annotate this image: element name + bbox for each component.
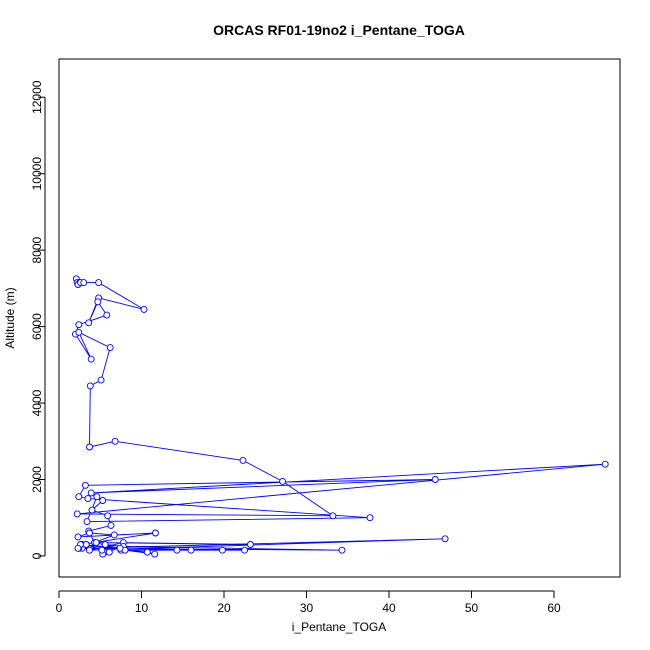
data-point (143, 548, 151, 556)
data-point (98, 546, 106, 554)
data-point (329, 512, 337, 520)
data-point (111, 437, 119, 445)
data-point (88, 506, 96, 514)
series-line (75, 278, 606, 555)
data-point (151, 550, 159, 558)
data-point (75, 328, 83, 336)
data-point (85, 319, 93, 327)
x-tick-label: 20 (217, 601, 231, 615)
data-point (173, 546, 181, 554)
data-point (187, 546, 195, 554)
data-point (75, 321, 83, 329)
data-point (116, 544, 124, 552)
x-tick-label: 60 (547, 601, 561, 615)
data-point (82, 541, 90, 548)
y-tick-label: 2000 (30, 466, 44, 493)
data-point (106, 344, 114, 352)
data-point (99, 497, 107, 504)
plot-area (72, 275, 609, 558)
data-point (87, 489, 95, 497)
data-point (86, 546, 93, 554)
x-tick-label: 0 (56, 601, 63, 615)
data-point (80, 279, 88, 287)
data-point (338, 546, 346, 554)
y-axis-label: Altitude (m) (3, 287, 17, 348)
data-point (86, 382, 94, 390)
data-point (246, 541, 254, 548)
data-point (107, 521, 115, 529)
data-point (74, 533, 82, 541)
y-tick-label: 6000 (30, 313, 44, 340)
y-tick-label: 4000 (30, 389, 44, 416)
y-tick-label: 10000 (30, 157, 44, 191)
x-tick-label: 10 (135, 601, 149, 615)
x-axis-label: i_Pentane_TOGA (292, 620, 387, 634)
data-point (441, 535, 449, 543)
x-tick-label: 30 (300, 601, 314, 615)
data-point (73, 510, 81, 518)
data-point (74, 544, 82, 552)
data-point (218, 546, 226, 554)
data-point (241, 546, 249, 554)
x-tick-label: 50 (465, 601, 479, 615)
data-point (279, 477, 287, 485)
data-point (86, 529, 93, 537)
data-point (101, 541, 109, 548)
data-point (93, 493, 101, 501)
x-axis: 0 10 20 30 40 50 60 (56, 590, 561, 615)
y-tick-label: 12000 (30, 80, 44, 114)
y-tick-label: 8000 (30, 236, 44, 263)
chart-title: ORCAS RF01-19no2 i_Pentane_TOGA (213, 22, 465, 38)
data-point (75, 493, 83, 501)
data-point (103, 311, 111, 319)
data-point (87, 355, 95, 363)
data-point (94, 298, 102, 306)
data-point (86, 443, 93, 451)
data-point (366, 514, 374, 522)
data-point (104, 512, 112, 520)
data-point (110, 531, 118, 539)
data-point (81, 481, 89, 489)
data-point (105, 548, 113, 556)
data-point (84, 495, 92, 503)
data-point (601, 460, 609, 468)
y-tick-label: 0 (30, 552, 44, 559)
data-point (92, 539, 100, 547)
plot-frame (58, 58, 621, 578)
data-point (239, 456, 247, 464)
y-axis: 0 2000 4000 6000 8000 10000 12000 (30, 80, 46, 559)
data-point (431, 476, 439, 483)
x-tick-label: 40 (382, 601, 396, 615)
data-point (83, 518, 91, 526)
data-point (97, 376, 105, 384)
data-point (140, 305, 148, 313)
data-point (152, 529, 159, 537)
data-point (95, 279, 103, 287)
